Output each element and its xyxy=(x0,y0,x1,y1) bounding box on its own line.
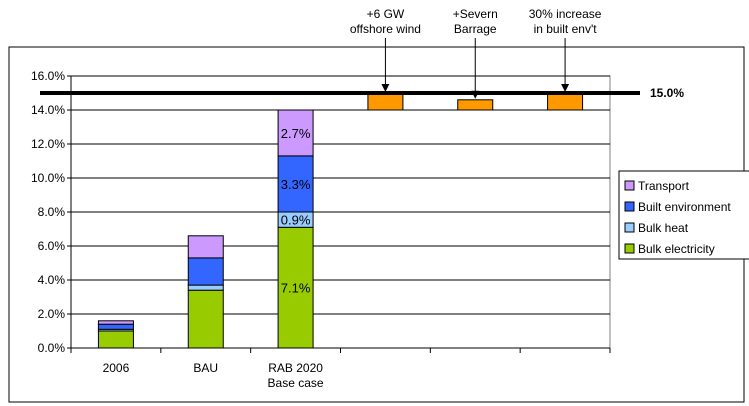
legend-swatch xyxy=(624,201,635,212)
addition-bar xyxy=(367,92,404,111)
annotation-label: +6 GW offshore wind xyxy=(350,7,421,36)
bar-stacks xyxy=(97,92,584,349)
gridlines xyxy=(71,75,610,315)
y-tick-label: 8.0% xyxy=(38,205,66,219)
bar-bulk-heat xyxy=(187,284,224,291)
bar-built-environment xyxy=(97,323,134,330)
y-tick-label: 10.0% xyxy=(31,171,65,185)
data-label: 2.7% xyxy=(281,126,311,141)
y-tick-label: 6.0% xyxy=(38,239,66,253)
target-line-group: 15.0% xyxy=(40,86,684,100)
y-tick-label: 2.0% xyxy=(38,307,66,321)
annotation-arrowhead xyxy=(381,84,390,92)
legend-entry-label: Bulk electricity xyxy=(638,242,715,256)
legend-swatch xyxy=(624,243,635,254)
annotation-label: 30% increase in built env't xyxy=(529,7,602,36)
x-category-label: RAB 2020 Base case xyxy=(268,361,324,390)
bar-bulk-electricity xyxy=(277,226,314,349)
legend: Transport Built environment Bulk heat Bulk … xyxy=(618,170,749,260)
legend-swatch xyxy=(624,222,635,233)
legend-box xyxy=(618,170,749,260)
legend-entry-label: Built environment xyxy=(638,200,731,214)
axes: 0.0% 2.0% 4.0% 6.0% 8.0% 10.0% 12.0% 14.0% 16.0%… xyxy=(31,69,611,390)
y-tick-label: 16.0% xyxy=(31,69,65,83)
bar-transport xyxy=(97,320,134,325)
y-tick-label: 4.0% xyxy=(38,273,66,287)
addition-bar xyxy=(457,99,494,111)
bar-transport xyxy=(187,235,224,259)
legend-entry-label: Transport xyxy=(638,179,690,193)
bar-bulk-electricity xyxy=(187,289,224,349)
bar-transport xyxy=(277,109,314,157)
bar-bulk-electricity xyxy=(97,330,134,349)
target-label: 15.0% xyxy=(650,86,684,100)
data-label: 0.9% xyxy=(281,213,311,228)
data-label: 7.1% xyxy=(281,281,311,296)
x-category-label: 2006 xyxy=(103,361,130,375)
y-tick-label: 14.0% xyxy=(31,103,65,117)
y-tick-label: 0.0% xyxy=(38,341,66,355)
bar-built-environment xyxy=(187,257,224,286)
data-label: 3.3% xyxy=(281,177,311,192)
x-category-label: BAU xyxy=(193,361,218,375)
y-tick-label: 12.0% xyxy=(31,137,65,151)
annotation-arrowhead xyxy=(561,84,570,92)
legend-entry-label: Bulk heat xyxy=(638,221,689,235)
labels: 7.1% 0.9% 3.3% 2.7% +6 GW offshore wind +Sever… xyxy=(281,7,602,296)
legend-swatch xyxy=(624,180,635,191)
annotation-label: +Severn Barrage xyxy=(453,7,498,36)
addition-bar xyxy=(547,92,584,111)
